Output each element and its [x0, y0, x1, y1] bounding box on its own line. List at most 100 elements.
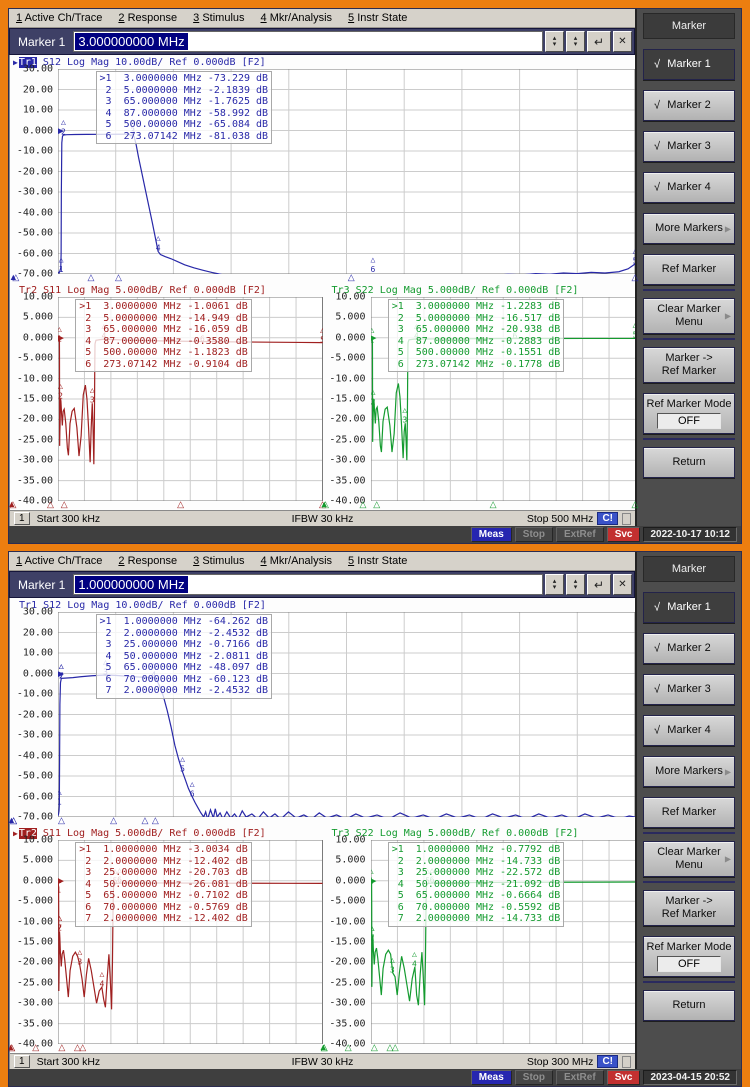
y-axis-tick: -40.00	[329, 1038, 366, 1050]
axis-marker-icon: △	[46, 499, 54, 509]
marker-triangle-icon: △	[58, 381, 63, 391]
stop-frequency[interactable]: Stop 500 MHz	[526, 512, 594, 525]
trace-marker-5: △5	[180, 755, 185, 774]
y-axis-tick: 0.000	[22, 332, 53, 344]
menu-stimulus[interactable]: 3 Stimulus	[193, 12, 245, 24]
menu-response[interactable]: 2 Response	[118, 555, 178, 567]
start-frequency[interactable]: Start 300 kHz	[36, 512, 101, 525]
menu-mkr-analysis[interactable]: 4 Mkr/Analysis	[260, 12, 333, 24]
softkey-marker-3[interactable]: √ Marker 3	[643, 674, 735, 705]
marker-readout-row: 6 273.07142 MHz -0.9104 dB	[79, 358, 248, 370]
trace-name[interactable]: Tr1	[19, 599, 38, 611]
marker-frequency-input[interactable]: 3.000000000 MHz	[73, 31, 543, 52]
y-axis-labels: 10.00 5.000 0.000 -5.000 -10.00 -15.00 -20.00 -…	[10, 835, 58, 1050]
stop-frequency[interactable]: Stop 300 MHz	[526, 1055, 594, 1068]
softkey-marker-3[interactable]: √ Marker 3	[643, 131, 735, 162]
menu-instr-state[interactable]: 5 Instr State	[348, 555, 408, 567]
step-up-down-button-2[interactable]: ▴ ▾	[566, 31, 585, 52]
trace-format-label: S11 Log Mag 5.000dB/ Ref 0.000dB [F2]	[36, 827, 266, 839]
trace-name[interactable]: Tr2	[19, 284, 38, 296]
marker-readout-row: >1 1.0000000 MHz -64.262 dB	[99, 616, 269, 627]
menu-active-ch-trace[interactable]: 1 Active Ch/Trace	[16, 555, 103, 567]
trace-marker-1: △1	[371, 866, 374, 885]
marker-triangle-icon: △	[402, 405, 408, 415]
softkey-state-value: OFF	[657, 413, 721, 429]
softkey-label: Marker 4	[667, 181, 711, 193]
softkey-more-markers[interactable]: More Markers ▶	[643, 213, 735, 244]
marker-number: 2	[371, 933, 375, 942]
y-axis-tick: -20.00	[329, 956, 366, 968]
marker-frequency-input[interactable]: 1.000000000 MHz	[73, 574, 543, 595]
trace-name[interactable]: Tr3	[331, 284, 350, 296]
softkey-marker-1[interactable]: √ Marker 1	[643, 592, 735, 623]
softkey-clear-marker-menu[interactable]: Clear Marker Menu ▶	[643, 298, 735, 334]
trace-marker-6: △6	[190, 779, 195, 798]
y-axis-tick: -70.00	[16, 268, 53, 280]
softkey-ref-marker-mode[interactable]: Ref Marker Mode OFF	[643, 936, 735, 977]
axis-marker-icon: △	[10, 815, 17, 825]
enter-button[interactable]: ↵	[587, 31, 611, 52]
softkey-marker-4[interactable]: √ Marker 4	[643, 172, 735, 203]
y-axis-tick: 10.00	[22, 104, 53, 116]
marker-readout-row: 4 50.000000 MHz -26.081 dB	[79, 878, 248, 890]
marker-axis-strip: ▲ △ △ △ △ △	[320, 499, 639, 510]
y-axis-tick: 0.000	[335, 875, 366, 887]
marker-readout-row: 6 273.07142 MHz -0.1778 dB	[391, 358, 561, 370]
softkey-ref-marker[interactable]: Ref Marker	[643, 797, 735, 828]
checkmark-icon: √	[654, 181, 661, 193]
softkey-marker-ref-marker[interactable]: Marker -> Ref Marker	[643, 890, 735, 926]
menu-instr-state[interactable]: 5 Instr State	[348, 12, 408, 24]
trace-name[interactable]: Tr2	[18, 827, 37, 839]
trace-name[interactable]: Tr3	[331, 827, 350, 839]
softkey-marker-2[interactable]: √ Marker 2	[643, 90, 735, 121]
softkey-clear-marker-menu[interactable]: Clear Marker Menu ▶	[643, 841, 735, 877]
plot-panel-tr2: Tr2 S11 Log Mag 5.000dB/ Ref 0.000dB [F2…	[9, 283, 326, 510]
trace-marker-1: △1	[58, 788, 62, 807]
softkey-marker-4[interactable]: √ Marker 4	[643, 715, 735, 746]
marker-readout-row: 2 2.0000000 MHz -12.402 dB	[79, 855, 248, 867]
menu-active-ch-trace[interactable]: 1 Active Ch/Trace	[16, 12, 103, 24]
y-axis-tick: -10.00	[329, 916, 366, 928]
close-entry-button[interactable]: ✕	[613, 31, 632, 52]
menu-response[interactable]: 2 Response	[118, 12, 178, 24]
scrollbar-nub	[622, 1055, 631, 1068]
trace-marker-5: △5	[633, 321, 635, 340]
softkey-label-line: Ref Marker Mode	[646, 398, 732, 410]
softkey-ref-marker-mode[interactable]: Ref Marker Mode OFF	[643, 393, 735, 434]
plot-panel-tr3: Tr3 S22 Log Mag 5.000dB/ Ref 0.000dB [F2…	[319, 826, 635, 1053]
enter-button[interactable]: ↵	[587, 574, 611, 595]
axis-marker-icon: △	[631, 499, 639, 509]
step-up-down-button[interactable]: ▴ ▾	[545, 574, 564, 595]
trace-marker-4: △4	[99, 970, 104, 989]
step-up-down-button[interactable]: ▴ ▾	[545, 31, 564, 52]
close-icon: ✕	[618, 35, 627, 47]
plot-body: 30.00 20.00 10.00 0.000 -10.00 -20.00 -30.00 -4…	[10, 607, 635, 823]
softkey-marker-ref-marker[interactable]: Marker -> Ref Marker	[643, 347, 735, 383]
softkey-return[interactable]: Return	[643, 990, 735, 1021]
marker-triangle-icon: △	[633, 321, 635, 330]
ifbw-value[interactable]: IFBW 30 kHz	[291, 1055, 354, 1068]
stimulus-right-group: Stop 300 MHz C!	[527, 1055, 631, 1068]
softkey-label: Marker 2	[667, 99, 711, 111]
softkey-label: Ref Marker	[661, 263, 717, 275]
menu-stimulus[interactable]: 3 Stimulus	[193, 555, 245, 567]
trace-marker-2: △2	[371, 923, 375, 942]
marker-readout-table: >1 1.0000000 MHz -0.7792 dB 2 2.0000000 …	[387, 842, 565, 927]
close-entry-button[interactable]: ✕	[613, 574, 632, 595]
trace-marker-4: △4	[156, 234, 161, 253]
trace-marker-4: △4	[412, 949, 417, 968]
softkey-marker-2[interactable]: √ Marker 2	[643, 633, 735, 664]
softkey-ref-marker[interactable]: Ref Marker	[643, 254, 735, 285]
y-axis-tick: -15.00	[16, 936, 53, 948]
marker-number: 3	[89, 395, 95, 405]
start-frequency[interactable]: Start 300 kHz	[36, 1055, 101, 1068]
marker-axis-strip: ▲△△△△△△	[9, 1042, 323, 1053]
softkey-return[interactable]: Return	[643, 447, 735, 478]
trace-name[interactable]: Tr1	[18, 56, 37, 68]
ifbw-value[interactable]: IFBW 30 kHz	[291, 512, 354, 525]
step-up-down-button-2[interactable]: ▴ ▾	[566, 574, 585, 595]
menu-mkr-analysis[interactable]: 4 Mkr/Analysis	[260, 555, 333, 567]
y-axis-tick: 10.00	[335, 291, 366, 303]
softkey-more-markers[interactable]: More Markers ▶	[643, 756, 735, 787]
softkey-marker-1[interactable]: √ Marker 1	[643, 49, 735, 80]
